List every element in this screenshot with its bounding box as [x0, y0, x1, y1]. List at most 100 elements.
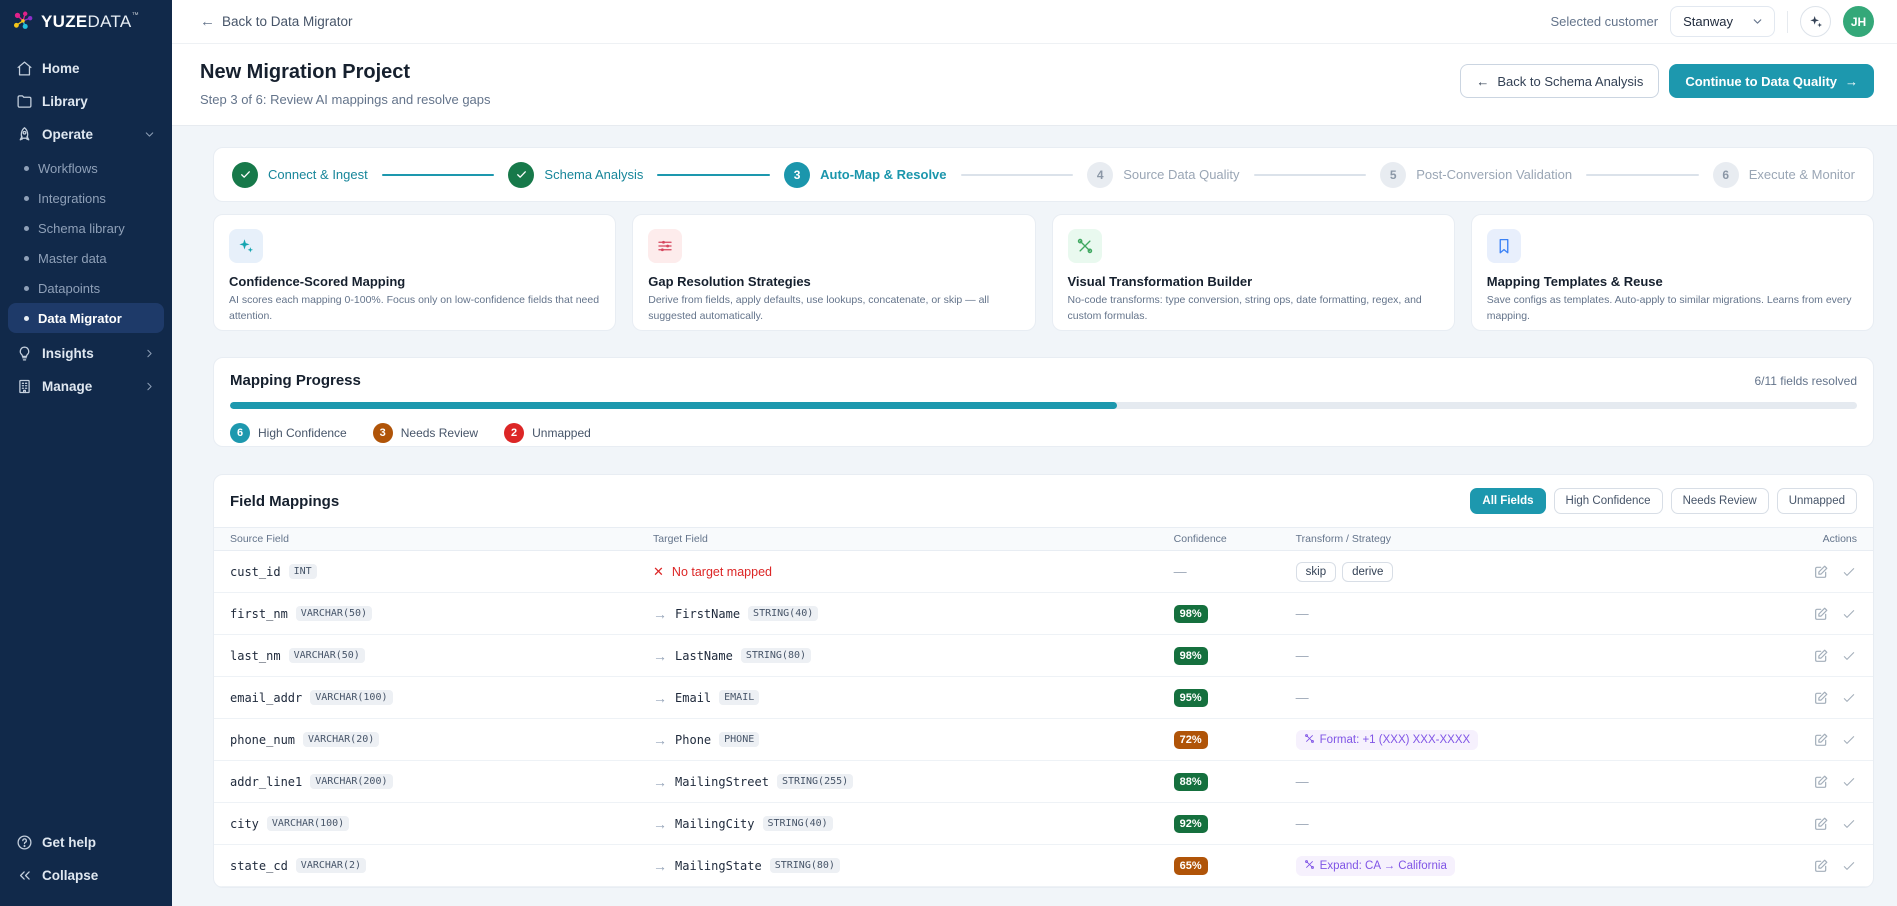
edit-mapping-icon[interactable]	[1813, 606, 1829, 622]
edit-mapping-icon[interactable]	[1813, 774, 1829, 790]
bullet-icon	[24, 286, 29, 291]
derive-strategy-chip[interactable]: derive	[1342, 562, 1393, 582]
sidebar-item-label: Integrations	[38, 191, 106, 206]
filter-needs-review[interactable]: Needs Review	[1671, 488, 1769, 514]
progress-title: Mapping Progress	[230, 372, 361, 389]
edit-mapping-icon[interactable]	[1813, 564, 1829, 580]
feature-card-confidence-scored-mapping: Confidence-Scored MappingAI scores each …	[213, 214, 616, 331]
feature-card-title: Gap Resolution Strategies	[648, 274, 1019, 289]
actions-cell	[1743, 690, 1857, 706]
table-row: cust_idINT✕No target mapped—skipderive	[214, 551, 1873, 593]
source-field-name: state_cd	[230, 859, 288, 873]
step-connector	[657, 174, 770, 176]
confidence-badge: 98%	[1174, 647, 1208, 665]
sidebar-footer: Get helpCollapse	[0, 818, 172, 906]
legend-label: Unmapped	[532, 426, 591, 440]
source-field-name: first_nm	[230, 607, 288, 621]
step-execute-monitor[interactable]: 6Execute & Monitor	[1713, 162, 1855, 188]
filter-unmapped[interactable]: Unmapped	[1777, 488, 1857, 514]
edit-mapping-icon[interactable]	[1813, 732, 1829, 748]
progress-badges: 6High Confidence3Needs Review2Unmapped	[230, 423, 1857, 443]
app-root: YUZEDATA™ HomeLibraryOperateWorkflows Int…	[0, 0, 1897, 906]
filters: All Fields High Confidence Needs Review Unm…	[1470, 488, 1857, 514]
step-schema-analysis[interactable]: Schema Analysis	[508, 162, 643, 188]
sidebar-item-master-data[interactable]: Master data	[8, 243, 164, 273]
step-connector	[1254, 174, 1367, 176]
sidebar-item-home[interactable]: Home	[8, 52, 164, 85]
approve-mapping-icon[interactable]	[1841, 732, 1857, 748]
actions-cell	[1743, 816, 1857, 832]
arrow-right-icon: →	[653, 648, 667, 664]
table-body: cust_idINT✕No target mapped—skipderivefi…	[214, 551, 1873, 887]
source-type-badge: VARCHAR(100)	[310, 690, 392, 705]
step-auto-map-resolve[interactable]: 3Auto-Map & Resolve	[784, 162, 946, 188]
chevron-down-icon	[143, 128, 156, 141]
get-help-button[interactable]: Get help	[8, 826, 164, 859]
approve-mapping-icon[interactable]	[1841, 816, 1857, 832]
actions-cell	[1743, 858, 1857, 874]
target-field-cell: ✕No target mapped	[653, 564, 1174, 580]
customer-dropdown[interactable]: Stanway	[1670, 6, 1775, 37]
target-type-badge: STRING(40)	[763, 816, 833, 831]
step-number: 4	[1087, 162, 1113, 188]
topbar: ← Back to Data Migrator Selected custome…	[172, 0, 1897, 44]
edit-mapping-icon[interactable]	[1813, 858, 1829, 874]
sidebar-item-manage[interactable]: Manage	[8, 370, 164, 403]
step-connect-ingest[interactable]: Connect & Ingest	[232, 162, 368, 188]
source-field-cell: cityVARCHAR(100)	[230, 816, 653, 831]
sidebar-item-label: Master data	[38, 251, 107, 266]
sidebar-item-data-migrator[interactable]: Data Migrator	[8, 303, 164, 333]
approve-mapping-icon[interactable]	[1841, 858, 1857, 874]
unmapped-x-icon: ✕	[653, 564, 664, 580]
column-header-target-field: Target Field	[653, 533, 1174, 545]
back-to-data-migrator-link[interactable]: ← Back to Data Migrator	[200, 13, 353, 30]
source-field-name: phone_num	[230, 733, 295, 747]
avatar[interactable]: JH	[1843, 6, 1874, 37]
transform-chip[interactable]: Expand: CA → California	[1296, 856, 1455, 876]
continue-to-data-quality-button[interactable]: Continue to Data Quality →	[1669, 64, 1874, 98]
step-source-data-quality[interactable]: 4Source Data Quality	[1087, 162, 1239, 188]
transform-chip[interactable]: Format: +1 (XXX) XXX-XXXX	[1296, 730, 1479, 750]
empty-value: —	[1296, 816, 1309, 831]
approve-mapping-icon[interactable]	[1841, 774, 1857, 790]
sidebar-item-integrations[interactable]: Integrations	[8, 183, 164, 213]
filter-high-confidence[interactable]: High Confidence	[1554, 488, 1663, 514]
feature-card-description: Save configs as templates. Auto-apply to…	[1487, 293, 1858, 325]
approve-mapping-icon[interactable]	[1841, 648, 1857, 664]
collapse-button[interactable]: Collapse	[8, 859, 164, 892]
arrow-right-icon: →	[653, 774, 667, 790]
target-field-cell: →PhonePHONE	[653, 732, 1174, 748]
sidebar-item-insights[interactable]: Insights	[8, 337, 164, 370]
approve-mapping-icon[interactable]	[1841, 606, 1857, 622]
edit-mapping-icon[interactable]	[1813, 648, 1829, 664]
step-connector	[382, 174, 495, 176]
table-row: addr_line1VARCHAR(200)→MailingStreetSTRI…	[214, 761, 1873, 803]
approve-mapping-icon[interactable]	[1841, 564, 1857, 580]
column-header-transform-strategy: Transform / Strategy	[1296, 533, 1743, 545]
topbar-divider	[1787, 11, 1788, 33]
legend-needs-review: 3Needs Review	[373, 423, 478, 443]
sidebar-item-workflows[interactable]: Workflows	[8, 153, 164, 183]
sidebar-item-operate[interactable]: Operate	[8, 118, 164, 151]
logo[interactable]: YUZEDATA™	[0, 0, 172, 44]
transform-cell: —	[1296, 774, 1743, 789]
sidebar-item-library[interactable]: Library	[8, 85, 164, 118]
edit-mapping-icon[interactable]	[1813, 816, 1829, 832]
sidebar-nav: HomeLibraryOperateWorkflows Integrations S…	[0, 44, 172, 818]
filter-all-fields[interactable]: All Fields	[1470, 488, 1545, 514]
sidebar-item-schema-library[interactable]: Schema library	[8, 213, 164, 243]
legend-high-confidence: 6High Confidence	[230, 423, 347, 443]
table-row: state_cdVARCHAR(2)→MailingStateSTRING(80…	[214, 845, 1873, 887]
sidebar-item-datapoints[interactable]: Datapoints	[8, 273, 164, 303]
back-to-schema-analysis-button[interactable]: ← Back to Schema Analysis	[1460, 64, 1659, 98]
approve-mapping-icon[interactable]	[1841, 690, 1857, 706]
back-button-label: Back to Schema Analysis	[1497, 74, 1643, 89]
source-field-name: city	[230, 817, 259, 831]
step-post-conversion-validation[interactable]: 5Post-Conversion Validation	[1380, 162, 1572, 188]
ai-assistant-button[interactable]	[1800, 6, 1831, 37]
transform-label: Expand: CA → California	[1320, 860, 1447, 872]
skip-strategy-chip[interactable]: skip	[1296, 562, 1336, 582]
transform-label: Format: +1 (XXX) XXX-XXXX	[1320, 734, 1471, 746]
confidence-badge: 92%	[1174, 815, 1208, 833]
edit-mapping-icon[interactable]	[1813, 690, 1829, 706]
